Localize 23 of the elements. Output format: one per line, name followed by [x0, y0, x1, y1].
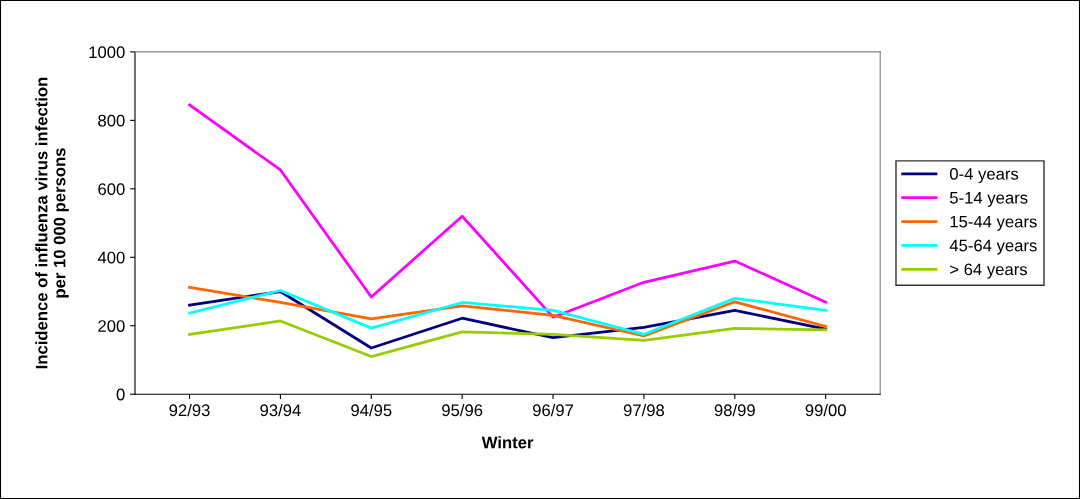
y-tick-label: 1000 — [89, 46, 125, 59]
legend-label: 0-4 years — [949, 167, 1019, 184]
line-series — [188, 319, 828, 358]
y-tick-label: 0 — [116, 388, 125, 401]
x-tick-label: 96/97 — [532, 403, 574, 417]
legend-label: 5-14 years — [949, 192, 1028, 207]
y-axis-title: Incidence of influenza virus infection per 10 000 persons — [35, 77, 69, 369]
y-tick-label: 600 — [98, 183, 125, 196]
y-tick-label: 200 — [98, 320, 125, 332]
y-tick-label: 400 — [97, 251, 125, 264]
x-tick-label: 94/95 — [351, 403, 392, 417]
x-tick-label: 93/94 — [260, 403, 301, 417]
legend-label: 45-64 years — [949, 239, 1037, 255]
legend-label: 15-44 years — [950, 215, 1037, 231]
line-series — [188, 103, 828, 319]
legend-label: > 64 years — [950, 263, 1027, 279]
x-tick-label: 98/99 — [714, 403, 755, 417]
x-tick-label: 92/93 — [169, 403, 210, 417]
x-tick-label: 97/98 — [623, 403, 665, 417]
x-axis-title: Winter — [481, 436, 534, 449]
x-tick-label: 95/96 — [442, 403, 483, 417]
y-tick-label: 800 — [98, 114, 125, 127]
x-tick-label: 99/00 — [805, 403, 846, 417]
